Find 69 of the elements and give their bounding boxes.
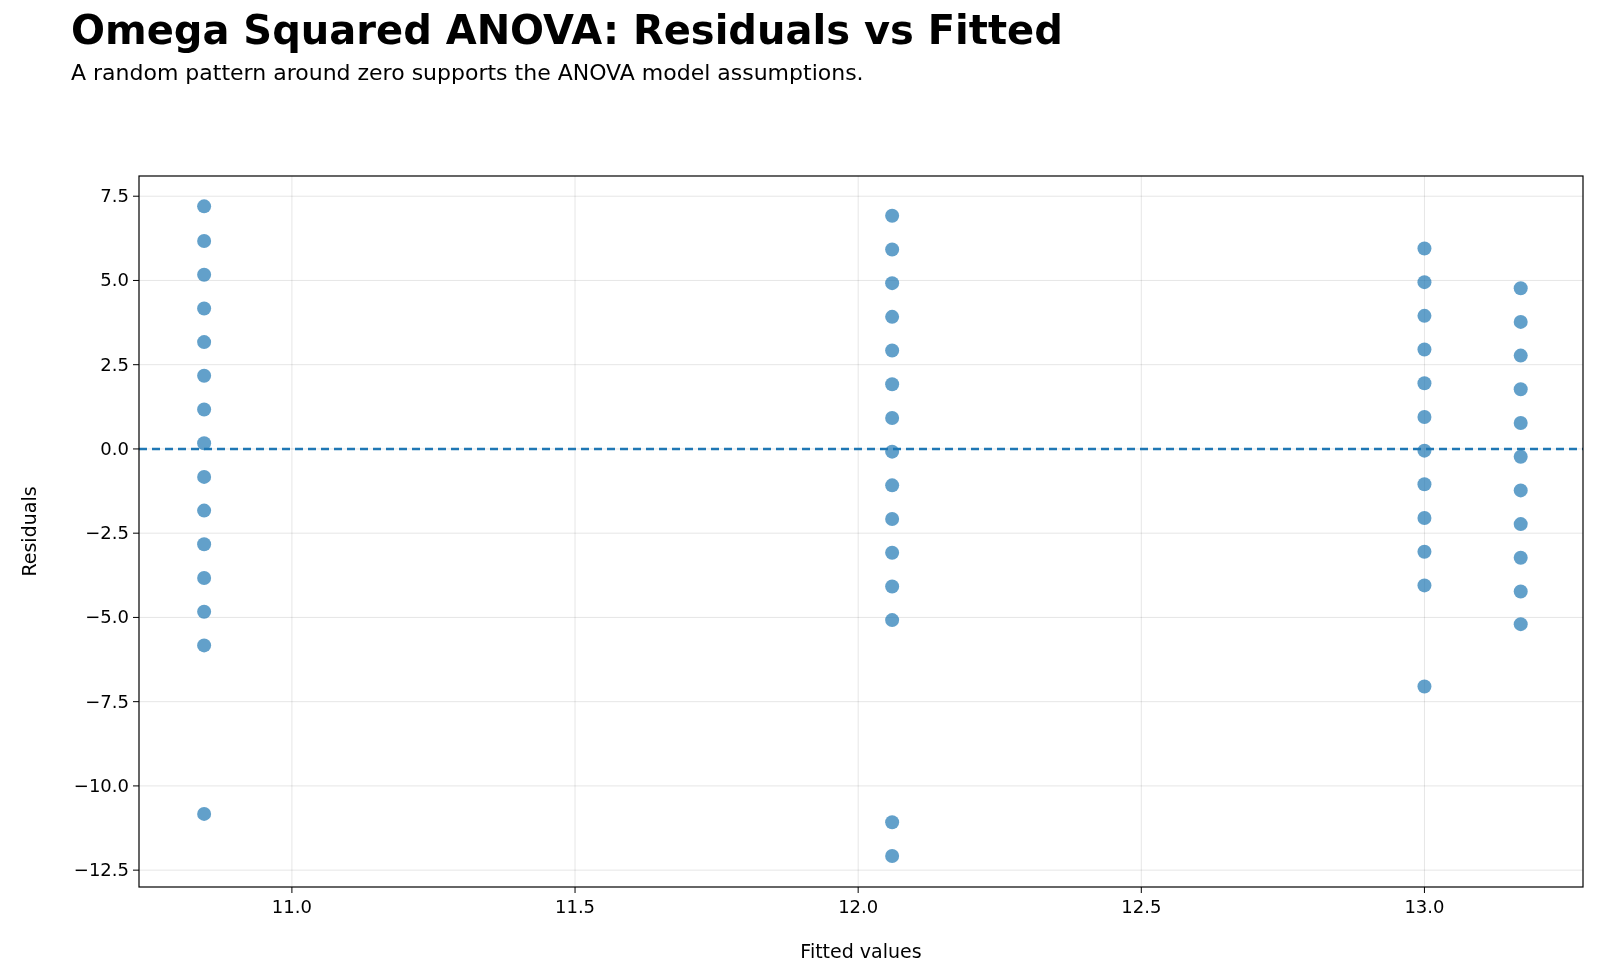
point — [1417, 578, 1432, 593]
point — [197, 301, 212, 316]
point — [1417, 275, 1432, 290]
x-tick-label: 11.5 — [554, 896, 596, 917]
point — [885, 613, 900, 628]
point — [197, 638, 212, 653]
point — [197, 537, 212, 552]
x-axis-title: Fitted values — [800, 940, 922, 962]
point — [197, 806, 212, 821]
x-tick-label: 11.0 — [271, 896, 312, 917]
point — [1513, 449, 1528, 464]
point — [1513, 416, 1528, 430]
point — [885, 815, 900, 830]
point — [885, 545, 900, 560]
y-tick-label: −12.5 — [73, 859, 129, 881]
point — [197, 571, 212, 585]
point — [197, 368, 212, 383]
x-tick-label: 12.0 — [838, 896, 879, 917]
point — [197, 267, 212, 282]
x-tick-label: 12.5 — [1121, 896, 1162, 917]
point — [197, 199, 212, 214]
point — [1513, 382, 1528, 397]
y-tick-label: −2.5 — [85, 522, 129, 544]
point — [1417, 241, 1432, 256]
point — [1417, 308, 1432, 323]
point — [1417, 544, 1432, 559]
y-tick-label: 2.5 — [100, 353, 129, 375]
point — [885, 579, 900, 594]
point — [885, 512, 900, 527]
point — [197, 469, 212, 484]
point — [1513, 483, 1528, 498]
y-axis-title: Residuals — [18, 486, 40, 577]
point — [197, 402, 212, 417]
point — [885, 377, 900, 392]
y-tick-label: −5.0 — [85, 606, 129, 628]
point — [885, 276, 900, 291]
point — [885, 309, 900, 324]
point — [1513, 314, 1528, 329]
point — [197, 604, 212, 619]
point — [885, 410, 900, 425]
point — [197, 234, 212, 249]
y-tick-label: 0.0 — [100, 437, 129, 459]
point — [1417, 679, 1432, 694]
point — [1417, 409, 1432, 424]
point — [1513, 348, 1528, 363]
point — [1513, 617, 1528, 632]
point — [885, 208, 900, 223]
point — [197, 335, 212, 350]
y-tick-label: −7.5 — [85, 690, 129, 712]
point — [1513, 550, 1528, 565]
point — [1417, 511, 1432, 526]
chart-subtitle: A random pattern around zero supports the ANOVA model assumptions. — [71, 60, 864, 85]
y-tick-label: 7.5 — [100, 185, 129, 207]
point — [885, 343, 900, 358]
point — [1417, 376, 1432, 391]
point — [1513, 517, 1528, 532]
point — [885, 478, 900, 493]
point — [197, 436, 212, 451]
y-tick-label: 5.0 — [100, 269, 129, 291]
point — [885, 242, 900, 257]
chart-title: Omega Squared ANOVA: Residuals vs Fitted — [71, 7, 1063, 53]
point — [1417, 342, 1432, 357]
point — [1513, 281, 1528, 296]
point — [1513, 584, 1528, 599]
point — [885, 849, 900, 863]
x-tick-label: 13.0 — [1404, 896, 1445, 917]
y-tick-label: −10.0 — [73, 774, 129, 796]
point — [1417, 477, 1432, 492]
point — [197, 503, 212, 518]
